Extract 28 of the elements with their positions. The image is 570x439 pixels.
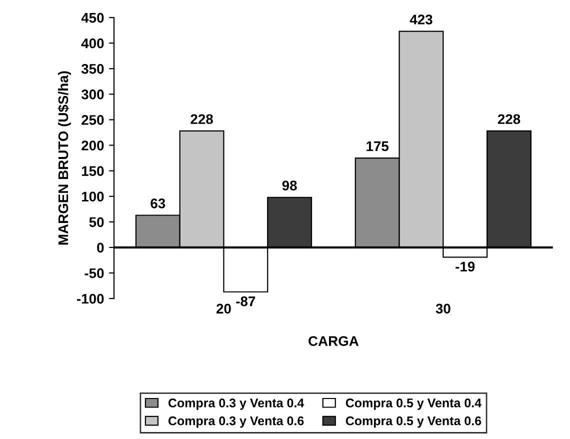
legend-label: Compra 0.3 y Venta 0.6 [168,416,304,428]
y-tick-label: 200 [82,140,104,150]
data-label: -19 [456,262,475,272]
data-label: 228 [498,114,520,124]
y-tick-label: 250 [82,115,104,125]
y-tick-label: -100 [77,294,104,304]
y-tick-label: 100 [82,192,104,202]
data-label: 423 [410,14,432,24]
legend-label: Compra 0.5 y Venta 0.6 [346,416,482,428]
y-tick-label: 450 [81,12,104,23]
y-tick-label: 300 [81,90,104,100]
data-label: 98 [282,180,297,190]
x-tick-label: 20 [216,304,231,314]
y-tick-label: -50 [84,268,104,278]
y-tick-label: 150 [82,166,104,176]
y-axis-title: MARGEN BRUTO (U$S/ha) [58,71,71,245]
data-label: 175 [366,141,389,152]
legend-label: Compra 0.5 y Venta 0.4 [346,398,482,410]
x-tick-label: 30 [436,304,450,314]
x-axis-title: CARGA [308,336,359,346]
y-tick-label: 0 [97,242,104,253]
y-tick-label: 50 [89,217,104,228]
y-tick-label: 350 [81,64,104,74]
legend-label: Compra 0.3 y Venta 0.4 [168,398,304,410]
y-tick-label: 400 [81,38,104,48]
data-label: 228 [190,114,213,124]
data-label: 63 [150,198,166,208]
data-label: -87 [236,296,256,306]
